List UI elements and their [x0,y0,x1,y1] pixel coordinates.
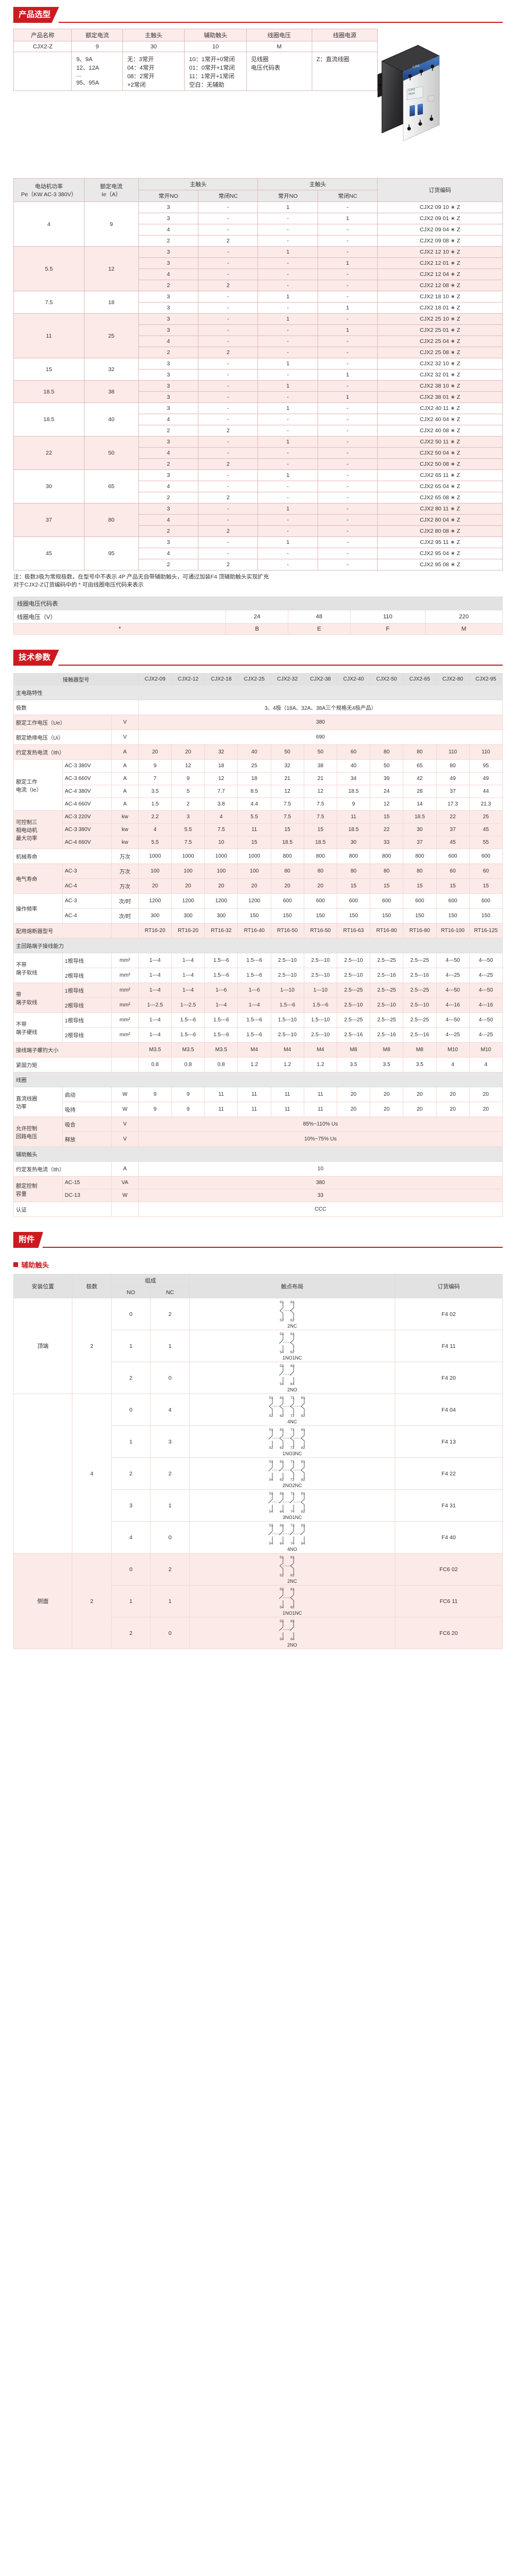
svg-text:54: 54 [269,1478,273,1481]
svg-text:54: 54 [269,1510,273,1513]
svg-text:62: 62 [290,1319,295,1322]
svg-text:83: 83 [301,1524,305,1528]
svg-text:54: 54 [280,1350,284,1354]
svg-text:62: 62 [290,1574,295,1577]
svg-text:54: 54 [269,1542,273,1545]
svg-text:53: 53 [280,1620,284,1623]
svg-text:61: 61 [290,1588,295,1591]
svg-text:62: 62 [290,1606,295,1609]
svg-text:53: 53 [280,1588,284,1591]
svg-text:53: 53 [269,1524,273,1528]
svg-text:62: 62 [290,1350,295,1354]
svg-text:51: 51 [269,1428,273,1432]
svg-text:64: 64 [290,1638,295,1641]
svg-text:61: 61 [280,1460,284,1464]
svg-text:72: 72 [290,1446,295,1449]
svg-text:61: 61 [290,1300,295,1304]
svg-text:81: 81 [301,1492,305,1496]
svg-text:62: 62 [280,1478,284,1481]
svg-text:53: 53 [280,1364,284,1368]
svg-text:53: 53 [269,1492,273,1496]
svg-text:74: 74 [290,1510,295,1513]
svg-text:82: 82 [301,1510,305,1513]
svg-text:54: 54 [280,1606,284,1609]
svg-text:84: 84 [301,1542,305,1545]
svg-text:61: 61 [280,1396,284,1400]
svg-text:81: 81 [301,1396,305,1400]
svg-text:54: 54 [280,1638,284,1641]
svg-text:64: 64 [280,1510,284,1513]
svg-text:63: 63 [280,1492,284,1496]
svg-text:81: 81 [301,1428,305,1432]
svg-text:71: 71 [290,1428,295,1432]
svg-text:51: 51 [280,1556,284,1559]
svg-text:52: 52 [269,1446,273,1449]
svg-text:73: 73 [290,1524,295,1528]
svg-text:82: 82 [301,1478,305,1481]
svg-text:54: 54 [280,1382,284,1386]
svg-text:64: 64 [280,1542,284,1545]
svg-text:63: 63 [280,1524,284,1528]
svg-text:71: 71 [290,1396,295,1400]
svg-text:61: 61 [290,1332,295,1336]
svg-text:61: 61 [280,1428,284,1432]
svg-text:52: 52 [269,1414,273,1417]
svg-text:82: 82 [301,1414,305,1417]
svg-text:64: 64 [290,1382,295,1386]
svg-text:51: 51 [269,1396,273,1400]
svg-text:53: 53 [269,1460,273,1464]
svg-text:81: 81 [301,1460,305,1464]
svg-text:74: 74 [290,1542,295,1545]
svg-text:51: 51 [280,1300,284,1304]
svg-text:62: 62 [280,1414,284,1417]
svg-text:72: 72 [290,1414,295,1417]
svg-text:63: 63 [290,1364,295,1368]
svg-text:61: 61 [290,1556,295,1559]
svg-text:73: 73 [290,1492,295,1496]
svg-text:82: 82 [301,1446,305,1449]
svg-text:62: 62 [280,1446,284,1449]
svg-text:52: 52 [280,1574,284,1577]
svg-text:52: 52 [280,1319,284,1322]
svg-text:72: 72 [290,1478,295,1481]
svg-text:71: 71 [290,1460,295,1464]
svg-text:53: 53 [280,1332,284,1336]
svg-text:63: 63 [290,1620,295,1623]
